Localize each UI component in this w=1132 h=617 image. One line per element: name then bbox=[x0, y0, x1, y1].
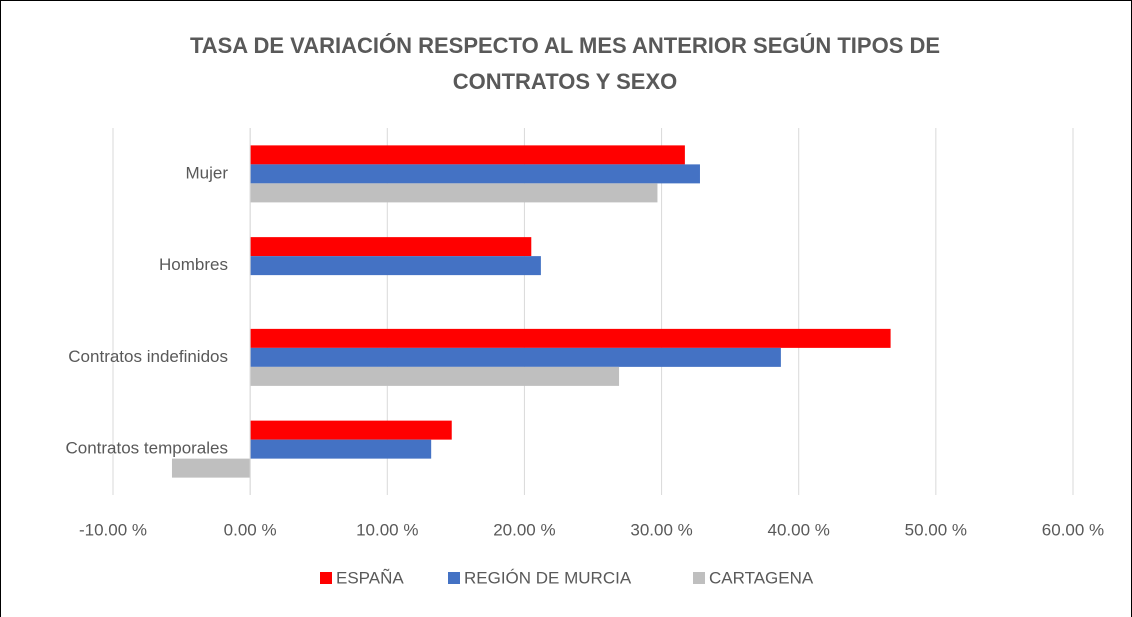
legend-swatch bbox=[448, 572, 460, 584]
x-tick-label: 20.00 % bbox=[493, 520, 555, 539]
chart-title: TASA DE VARIACIÓN RESPECTO AL MES ANTERI… bbox=[189, 33, 941, 94]
bar bbox=[250, 183, 658, 203]
x-tick-label: 30.00 % bbox=[630, 520, 692, 539]
x-tick-label: 40.00 % bbox=[768, 520, 830, 539]
x-tick-label: 10.00 % bbox=[356, 520, 418, 539]
y-tick-label: Mujer bbox=[185, 163, 228, 182]
x-tick-label: -10.00 % bbox=[79, 520, 147, 539]
x-tick-label: 50.00 % bbox=[905, 520, 967, 539]
x-tick-label: 0.00 % bbox=[224, 520, 277, 539]
x-tick-label: 60.00 % bbox=[1042, 520, 1104, 539]
y-tick-label: Hombres bbox=[159, 255, 228, 274]
bar bbox=[171, 458, 251, 478]
y-tick-label: Contratos temporales bbox=[65, 439, 228, 458]
legend-swatch bbox=[320, 572, 332, 584]
bar bbox=[250, 347, 781, 367]
bar bbox=[250, 145, 685, 165]
bar bbox=[250, 328, 891, 348]
bar bbox=[250, 164, 700, 184]
bar bbox=[250, 256, 541, 276]
y-tick-label: Contratos indefinidos bbox=[68, 347, 228, 366]
legend-label: CARTAGENA bbox=[709, 568, 814, 587]
bar bbox=[250, 420, 452, 440]
legend-swatch bbox=[693, 572, 705, 584]
legend-label: ESPAÑA bbox=[336, 568, 404, 587]
legend-label: REGIÓN DE MURCIA bbox=[464, 568, 632, 587]
bar bbox=[250, 439, 432, 459]
bar bbox=[250, 366, 620, 386]
bar bbox=[250, 237, 532, 257]
